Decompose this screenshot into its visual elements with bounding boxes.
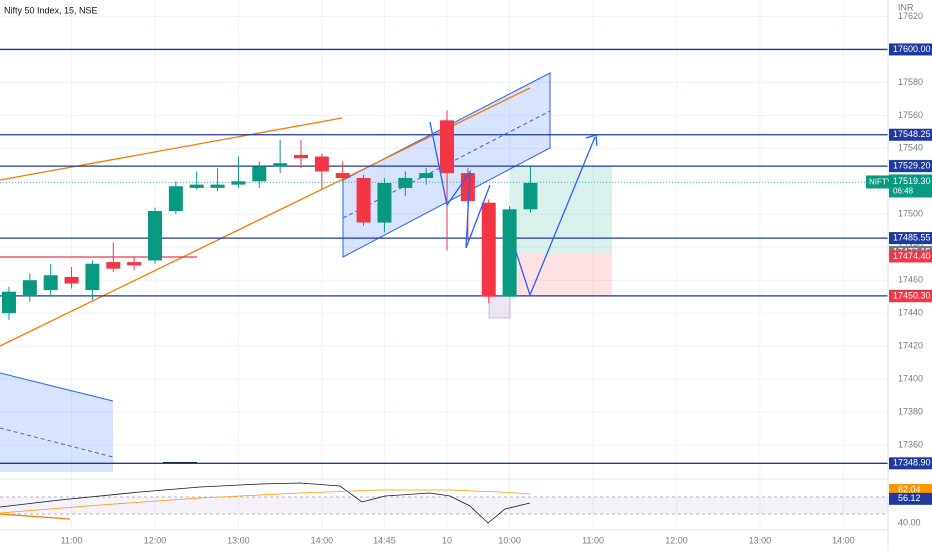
y-tick-label: 17500 bbox=[898, 209, 923, 219]
price-label: 17600.00 bbox=[893, 44, 931, 54]
candle-body bbox=[440, 120, 455, 174]
y-tick-label: 17380 bbox=[898, 406, 923, 416]
y-tick-label: 17560 bbox=[898, 110, 923, 120]
trend-line bbox=[0, 513, 71, 520]
price-label: 17548.25 bbox=[893, 129, 931, 139]
candle-body bbox=[335, 173, 350, 179]
x-tick-label: 12:00 bbox=[665, 535, 688, 545]
candle-body bbox=[85, 263, 100, 291]
price-label: 17348.90 bbox=[893, 458, 931, 468]
symbol-box bbox=[866, 175, 889, 189]
price-label-box bbox=[889, 250, 932, 263]
price-label-box bbox=[889, 128, 932, 141]
price-label: 17529.20 bbox=[893, 161, 931, 171]
price-label-box bbox=[889, 160, 932, 173]
candle-body bbox=[127, 262, 142, 266]
arrow-drawing bbox=[515, 136, 596, 297]
y-tick-label: 17420 bbox=[898, 341, 923, 351]
candle-body bbox=[398, 178, 413, 188]
price-label: 17474.40 bbox=[893, 251, 931, 261]
axis: 1736017380174001742017440174601748017500… bbox=[61, 11, 932, 545]
rsi-line bbox=[0, 482, 531, 524]
y-tick-label: 17360 bbox=[898, 439, 923, 449]
candle-body bbox=[147, 210, 162, 261]
candle-body bbox=[1, 291, 16, 314]
y-tick-label: 17540 bbox=[898, 143, 923, 153]
y-tick-label: 17580 bbox=[898, 77, 923, 87]
last-price: 17519.30 bbox=[893, 176, 931, 186]
price-label-box bbox=[889, 290, 932, 303]
channel-edge bbox=[0, 372, 114, 402]
y-tick-label: 17620 bbox=[898, 11, 923, 21]
candle-body bbox=[22, 280, 37, 296]
y-tick-label: 17460 bbox=[898, 275, 923, 285]
price-label-box bbox=[889, 43, 932, 56]
candle-body bbox=[419, 173, 434, 179]
x-tick-label: 14:00 bbox=[832, 535, 855, 545]
rsi-label: 62.04 bbox=[898, 484, 921, 494]
candle-body bbox=[210, 184, 225, 188]
candle-body bbox=[460, 173, 475, 202]
path-drawing bbox=[429, 121, 491, 249]
price-label: 17450.30 bbox=[893, 291, 931, 301]
x-tick-label: 14:00 bbox=[311, 535, 334, 545]
candle-body bbox=[43, 275, 58, 291]
candles bbox=[1, 110, 538, 320]
candle-body bbox=[189, 184, 204, 188]
candle-body bbox=[252, 166, 267, 182]
trend-line bbox=[0, 117, 343, 181]
x-tick-label: 11:00 bbox=[582, 535, 604, 545]
y-tick-label: 17400 bbox=[898, 373, 923, 383]
rsi-label: 40.00 bbox=[898, 517, 921, 527]
long-stop-zone bbox=[510, 253, 612, 296]
channel-mid bbox=[0, 427, 114, 458]
price-label: 17485.55 bbox=[893, 232, 931, 242]
price-label-box bbox=[889, 232, 932, 245]
x-tick-label: 13:00 bbox=[749, 535, 772, 545]
chart-title: Nifty 50 Index, 15, NSE bbox=[4, 5, 98, 15]
price-label-box bbox=[889, 457, 932, 470]
candle-body bbox=[106, 262, 121, 269]
last-price-box bbox=[889, 174, 932, 198]
channel bbox=[0, 373, 113, 472]
x-tick-label: 10:00 bbox=[498, 535, 521, 545]
candle-body bbox=[523, 182, 538, 210]
x-tick-label: 12:00 bbox=[144, 535, 167, 545]
arrow-head bbox=[585, 134, 598, 147]
candle-body bbox=[294, 154, 309, 159]
x-tick-label: 11:00 bbox=[61, 535, 83, 545]
rsi-band bbox=[0, 497, 888, 514]
rsi-ma-line bbox=[0, 489, 531, 514]
x-tick-label: 10 bbox=[442, 535, 452, 545]
box bbox=[488, 295, 511, 319]
candle-body bbox=[64, 276, 79, 284]
candle-body bbox=[273, 163, 288, 167]
candle-body bbox=[168, 186, 183, 211]
candle-body bbox=[356, 178, 371, 223]
candle-body bbox=[377, 182, 392, 223]
rsi-label-box bbox=[889, 492, 932, 505]
candle-body bbox=[231, 181, 246, 185]
x-tick-label: 14:45 bbox=[373, 535, 396, 545]
candle-body bbox=[481, 202, 496, 297]
symbol-label: NIFTY bbox=[869, 178, 893, 187]
x-tick-label: 13:00 bbox=[227, 535, 250, 545]
rsi-label: 56.12 bbox=[898, 493, 921, 503]
countdown: 06:48 bbox=[893, 187, 914, 196]
candle-body bbox=[314, 156, 329, 172]
currency: INR bbox=[898, 2, 914, 12]
long-profit-zone bbox=[510, 166, 612, 253]
y-tick-label: 17440 bbox=[898, 308, 923, 318]
candle-body bbox=[502, 209, 517, 297]
